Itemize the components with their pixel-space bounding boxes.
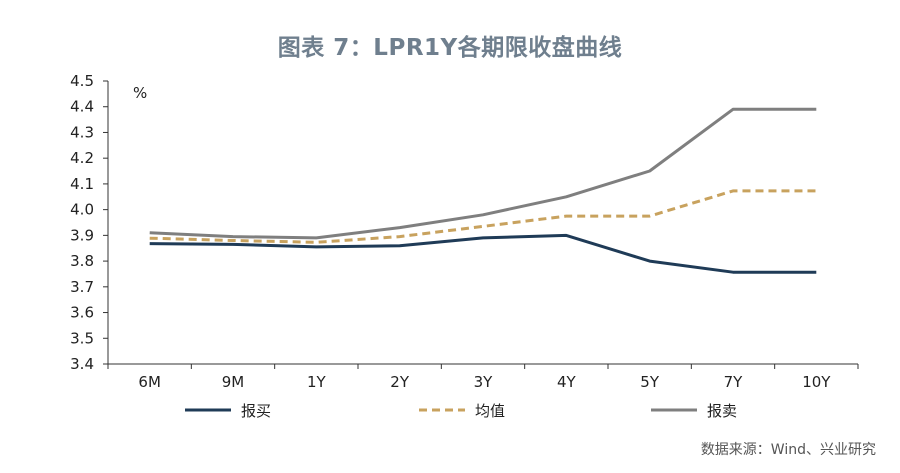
y-tick-label: 4.0: [70, 201, 94, 219]
y-tick-label: 3.7: [70, 278, 94, 296]
chart-title: 图表 7：LPR1Y各期限收盘曲线: [277, 35, 623, 61]
x-tick-label: 3Y: [474, 373, 494, 391]
y-axis: 3.4 3.5 3.6 3.7 3.8 3.9 4.0 4.1 4.2 4.3 4.4 4.5: [70, 72, 109, 373]
series-line-1: [149, 233, 817, 274]
y-tick-label: 4.2: [70, 149, 94, 167]
y-tick-label: 3.5: [70, 329, 94, 347]
x-tick-label: 4Y: [557, 373, 577, 391]
y-tick-label: 4.4: [70, 98, 94, 116]
source-note: 数据来源：Wind、兴业研究: [700, 442, 876, 458]
x-tick-label: 10Y: [802, 373, 831, 391]
series-line-3: [149, 107, 817, 240]
x-tick-label: 6M: [138, 373, 161, 391]
legend-label-3: 报卖: [707, 402, 737, 420]
series-line-2: [149, 189, 817, 244]
x-tick-label: 7Y: [724, 373, 744, 391]
y-tick-label: 3.6: [70, 304, 94, 322]
x-axis: 6M 9M 1Y 2Y 3Y 4Y 5Y 7Y 10Y: [107, 363, 859, 391]
legend-label-1: 报买: [241, 402, 271, 420]
x-tick-label: 5Y: [640, 373, 660, 391]
y-tick-label: 3.9: [70, 226, 94, 244]
series-lines: [149, 107, 817, 274]
y-tick-label: 4.1: [70, 175, 94, 193]
x-tick-label: 1Y: [307, 373, 327, 391]
y-tick-label: 3.8: [70, 252, 94, 270]
y-tick-label: 4.3: [70, 123, 94, 141]
unit-label: %: [133, 84, 147, 102]
x-tick-label: 2Y: [390, 373, 410, 391]
legend-label-2: 均值: [475, 402, 505, 420]
y-tick-label: 3.4: [70, 355, 94, 373]
y-tick-label: 4.5: [70, 72, 94, 90]
legend: 报买 均值 报卖: [185, 402, 737, 420]
x-tick-label: 9M: [222, 373, 245, 391]
